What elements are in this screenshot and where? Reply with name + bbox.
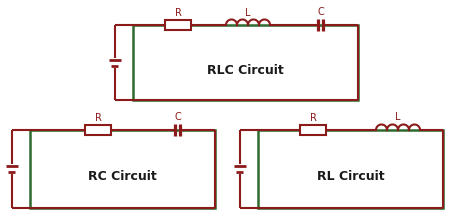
Text: C: C <box>318 7 324 17</box>
Bar <box>258 130 443 208</box>
Bar <box>30 130 215 208</box>
Text: RLC Circuit: RLC Circuit <box>207 64 284 77</box>
Text: R: R <box>174 8 182 18</box>
Text: C: C <box>174 112 182 122</box>
Text: L: L <box>395 112 401 122</box>
Bar <box>85 125 111 135</box>
Text: R: R <box>94 113 101 123</box>
Bar <box>133 25 358 100</box>
Text: RC Circuit: RC Circuit <box>88 171 157 184</box>
Bar <box>300 125 326 135</box>
Bar <box>165 20 191 30</box>
Text: R: R <box>310 113 317 123</box>
Text: RL Circuit: RL Circuit <box>317 171 384 184</box>
Text: L: L <box>245 8 251 17</box>
